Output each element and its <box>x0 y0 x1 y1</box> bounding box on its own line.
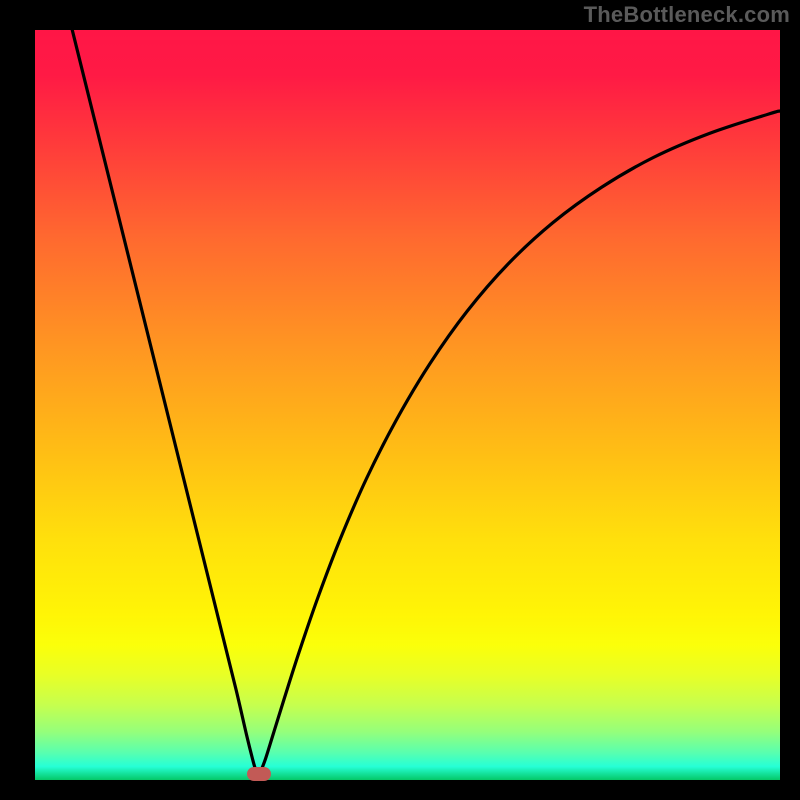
chart-frame: TheBottleneck.com <box>0 0 800 800</box>
minimum-marker <box>247 767 271 781</box>
bottleneck-curve <box>35 30 780 780</box>
plot-area <box>35 30 780 780</box>
watermark-text: TheBottleneck.com <box>584 2 790 28</box>
